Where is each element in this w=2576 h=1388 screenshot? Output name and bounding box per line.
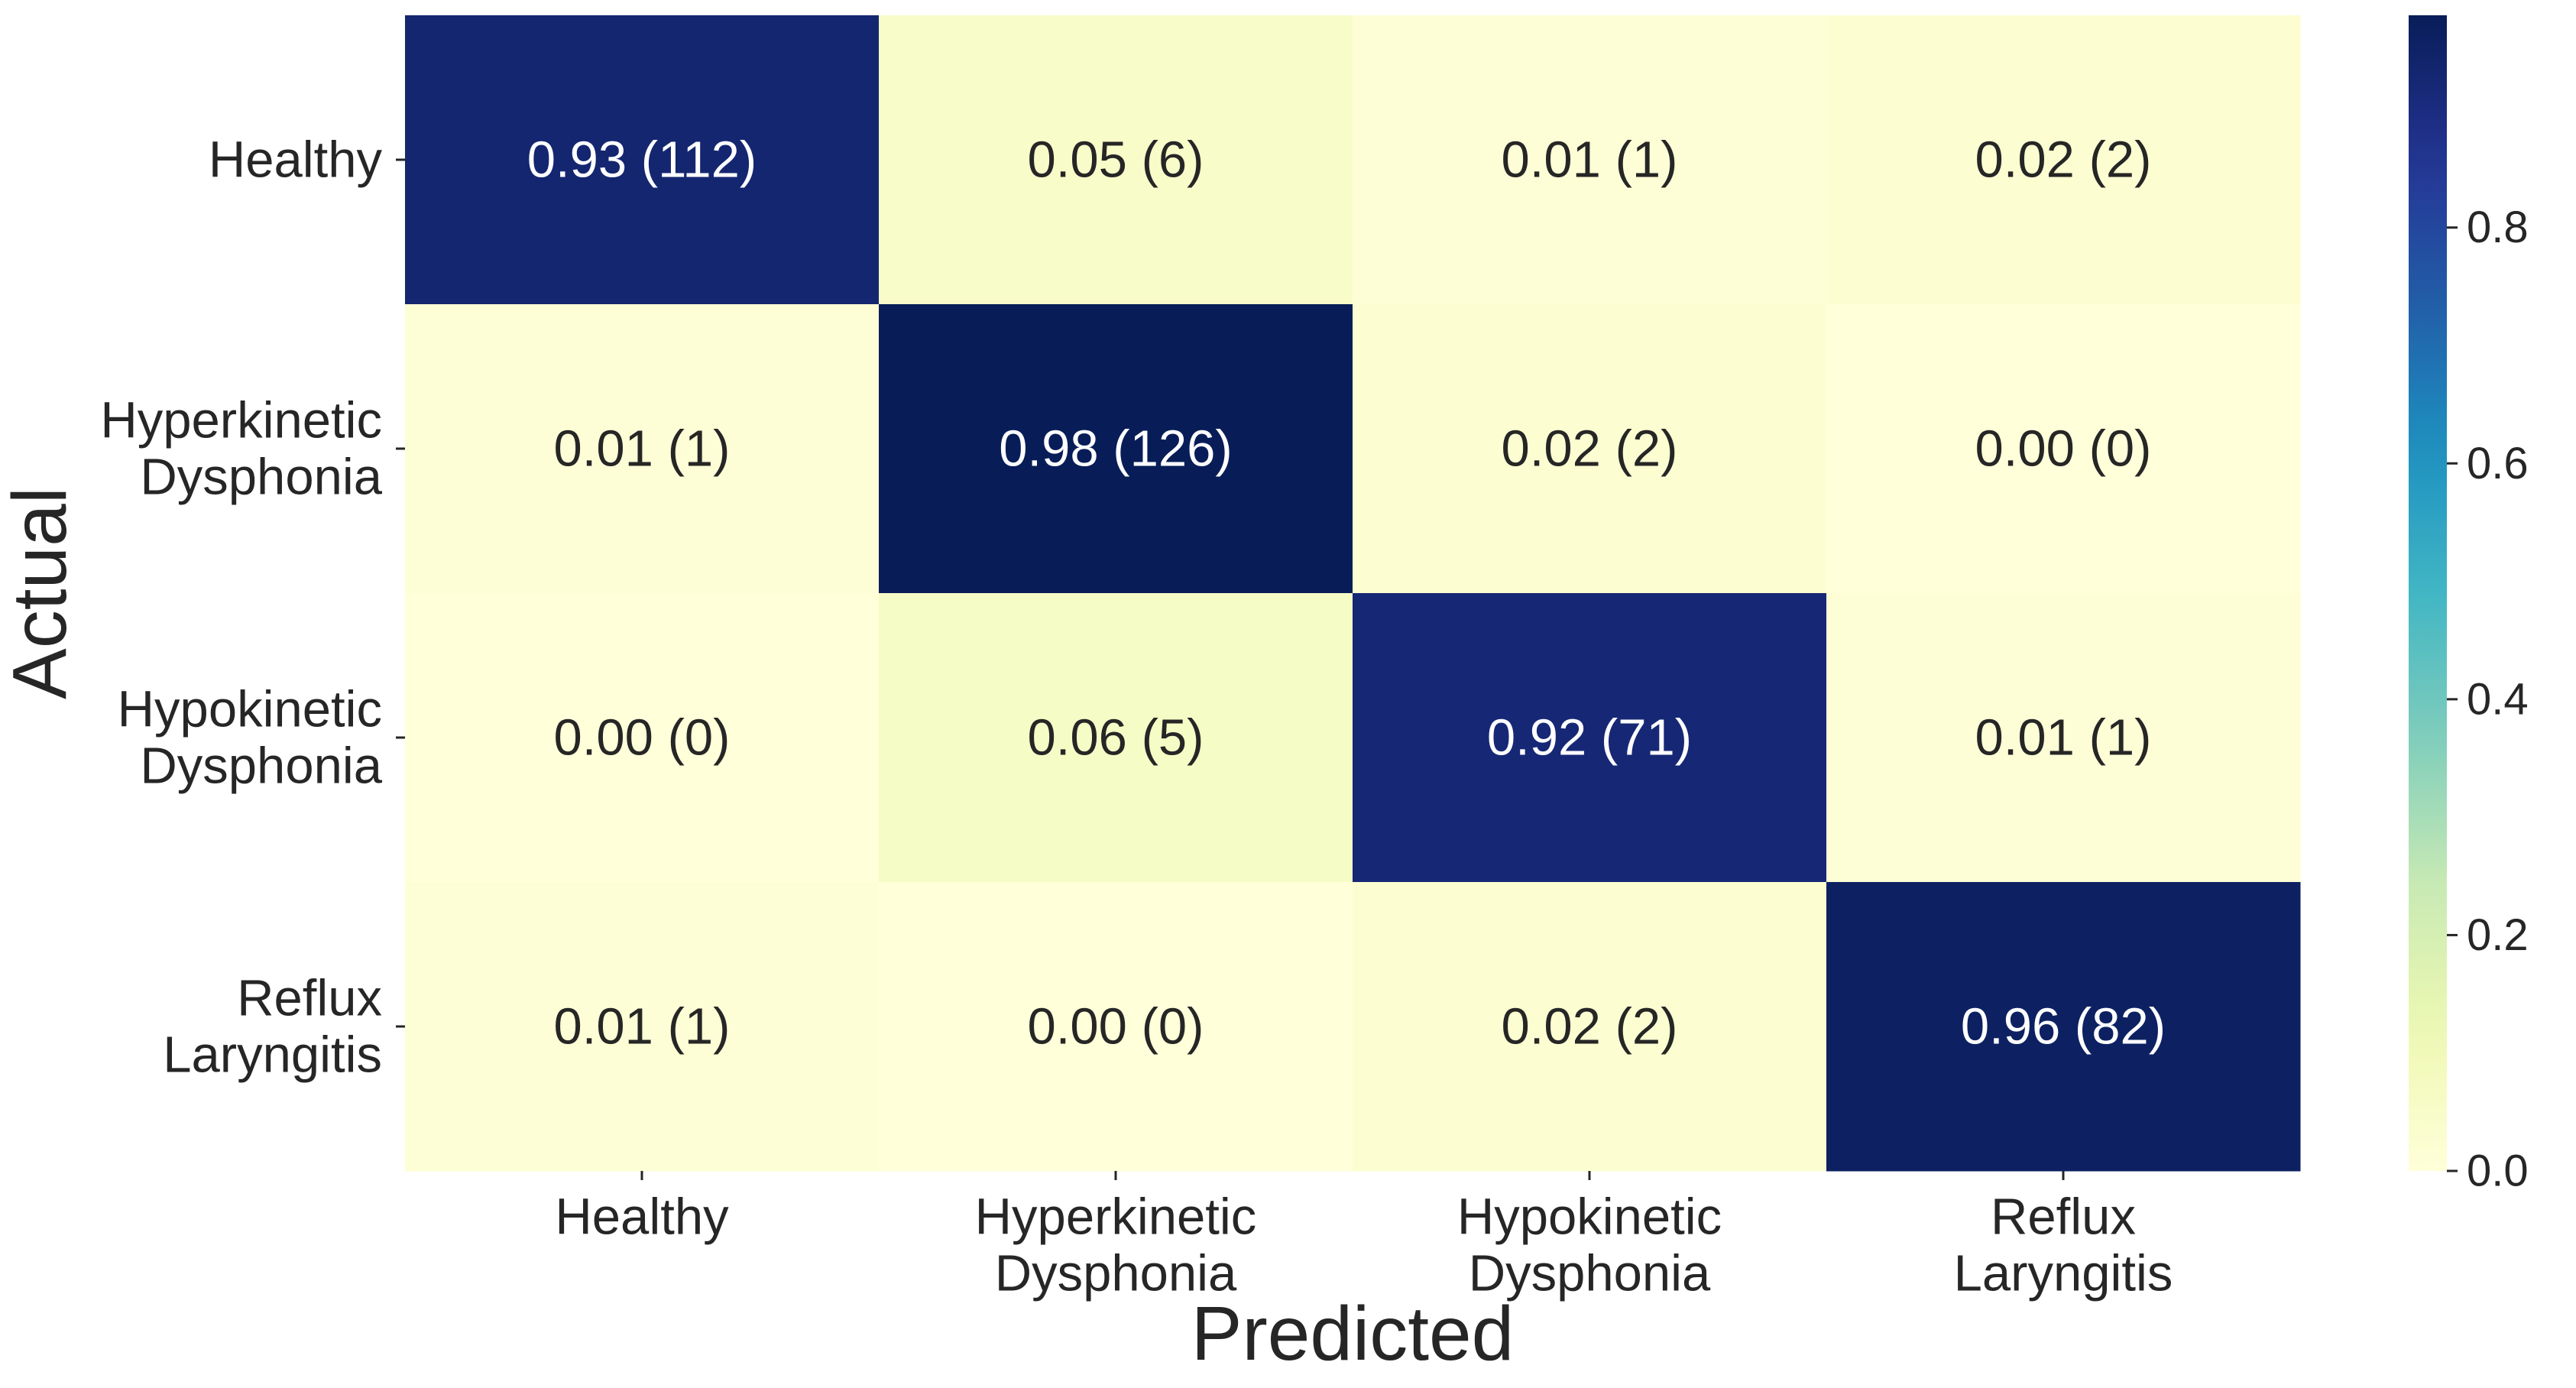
- cell-label-r3-c0: 0.01 (1): [554, 998, 731, 1056]
- x-tick-text-1-1: Dysphonia: [995, 1245, 1237, 1302]
- colorbar-gradient: [2409, 15, 2447, 1171]
- row-tick-labels: HealthyHyperkineticDysphoniaHypokineticD…: [100, 131, 405, 1084]
- y-tick-text-3-0: Reflux: [237, 970, 382, 1027]
- cell-label-r2-c2: 0.92 (71): [1487, 709, 1692, 767]
- heatmap-cell-r1-c1: [879, 304, 1353, 594]
- x-tick-text-0-0: Healthy: [555, 1189, 729, 1246]
- heatmap-cell-r2-c2: [1353, 593, 1827, 883]
- cell-label-r3-c1: 0.00 (0): [1028, 998, 1204, 1056]
- heatmap-cell-r2-c3: [1826, 593, 2301, 883]
- cell-label-r0-c2: 0.01 (1): [1502, 131, 1678, 189]
- y-tick-text-3-1: Laryngitis: [163, 1026, 382, 1084]
- heatmap-cell-r1-c0: [405, 304, 880, 594]
- x-tick-text-1-0: Hyperkinetic: [975, 1189, 1257, 1246]
- heatmap-cells: [405, 15, 2301, 1172]
- heatmap-cell-r3-c0: [405, 882, 880, 1172]
- x-tick-text-3-1: Laryngitis: [1954, 1245, 2173, 1302]
- cell-label-r1-c2: 0.02 (2): [1502, 420, 1678, 478]
- col-tick-labels: Healthy HyperkineticDysphoniaHypokineticD…: [555, 1171, 2173, 1302]
- cell-label-r1-c1: 0.98 (126): [999, 420, 1232, 478]
- heatmap-cell-r2-c1: [879, 593, 1353, 883]
- x-axis-title: Predicted: [1191, 1291, 1514, 1377]
- y-axis-title: Actual: [0, 487, 83, 699]
- x-tick-text-2-0: Hypokinetic: [1457, 1189, 1722, 1246]
- cell-label-r0-c1: 0.05 (6): [1028, 131, 1204, 189]
- cell-label-r2-c3: 0.01 (1): [1975, 709, 2152, 767]
- colorbar-tick-label-0: 0.0: [2467, 1146, 2529, 1196]
- y-tick-label-0: Healthy: [209, 131, 405, 189]
- y-tick-text-2-1: Dysphonia: [140, 738, 382, 795]
- x-tick-label-0: Healthy: [555, 1171, 729, 1246]
- heatmap-cell-r0-c0: [405, 15, 880, 305]
- y-tick-text-2-0: Hypokinetic: [118, 681, 382, 738]
- heatmap-cell-r3-c3: [1826, 882, 2301, 1172]
- cell-label-r0-c0: 0.93 (112): [527, 131, 757, 189]
- colorbar-tick-label-3: 0.6: [2467, 439, 2529, 488]
- heatmap-cell-r1-c2: [1353, 304, 1827, 594]
- x-tick-text-3-0: Reflux: [1991, 1189, 2136, 1246]
- y-tick-text-1-1: Dysphonia: [140, 449, 382, 506]
- heatmap-cell-labels: 0.93 (112) 0.05 (6) 0.01 (1) 0.02 (2) 0.01 (…: [527, 131, 2166, 1056]
- cell-label-r1-c0: 0.01 (1): [554, 420, 731, 478]
- colorbar-tick-label-4: 0.8: [2467, 203, 2529, 252]
- colorbar: 0.0 0.2 0.4 0.6 0.8: [2409, 15, 2529, 1196]
- cell-label-r0-c3: 0.02 (2): [1975, 131, 2152, 189]
- heatmap-cell-r0-c1: [879, 15, 1353, 305]
- colorbar-tick-label-2: 0.4: [2467, 674, 2529, 724]
- cell-label-r2-c1: 0.06 (5): [1028, 709, 1204, 767]
- y-tick-text-1-0: Hyperkinetic: [100, 392, 382, 449]
- heatmap-cell-r3-c2: [1353, 882, 1827, 1172]
- colorbar-tick-label-1: 0.2: [2467, 910, 2529, 960]
- cell-label-r2-c0: 0.00 (0): [554, 709, 731, 767]
- heatmap-cell-r0-c3: [1826, 15, 2301, 305]
- cell-label-r3-c3: 0.96 (82): [1961, 998, 2166, 1056]
- x-tick-text-2-1: Dysphonia: [1469, 1245, 1711, 1302]
- y-tick-text-0-0: Healthy: [209, 131, 383, 189]
- heatmap-cell-r1-c3: [1826, 304, 2301, 594]
- cell-label-r1-c3: 0.00 (0): [1975, 420, 2152, 478]
- heatmap-cell-r3-c1: [879, 882, 1353, 1172]
- colorbar-ticks: 0.0 0.2 0.4 0.6 0.8: [2447, 203, 2529, 1196]
- heatmap-cell-r2-c0: [405, 593, 880, 883]
- cell-label-r3-c2: 0.02 (2): [1502, 998, 1678, 1056]
- heatmap-cell-r0-c2: [1353, 15, 1827, 305]
